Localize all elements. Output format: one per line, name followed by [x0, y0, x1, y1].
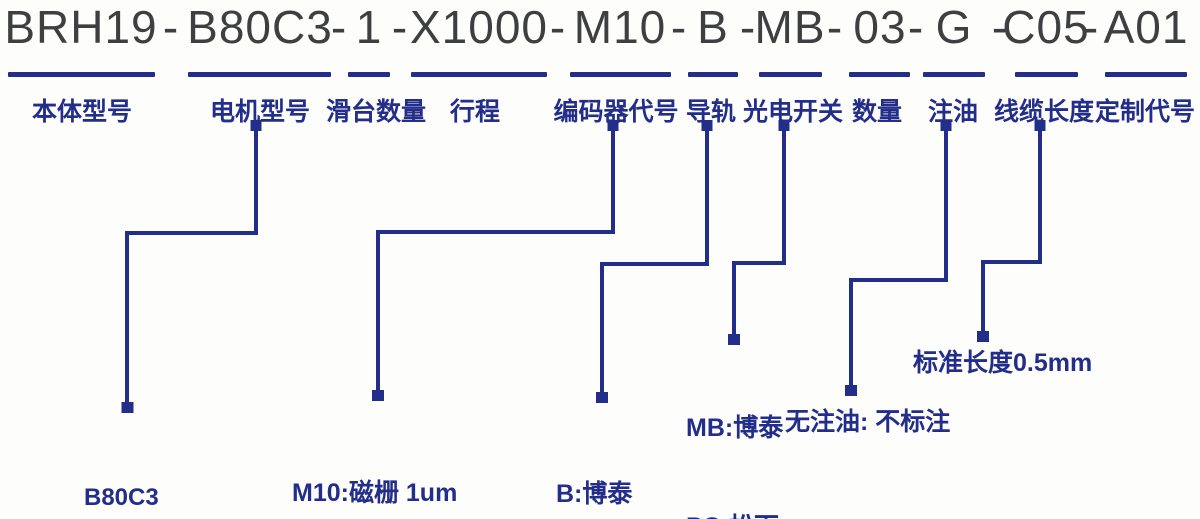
underline-slide-count	[348, 72, 390, 77]
underline-cable	[1015, 72, 1078, 77]
model-part-encoder: M10	[573, 1, 667, 53]
option-item: MB:博泰	[686, 414, 784, 442]
model-part-custom: A01	[1103, 1, 1189, 53]
option-item: PC:松下	[686, 511, 783, 519]
underline-rail	[688, 72, 738, 77]
endpoint-dot	[701, 120, 713, 131]
model-part-rail: B	[697, 1, 729, 53]
underline-motor	[188, 72, 331, 77]
endpoint-dot	[250, 120, 262, 131]
model-separator: -	[907, 1, 925, 53]
endpoint-dot	[778, 120, 790, 131]
label-quantity: 数量	[851, 98, 903, 126]
model-separator: -	[1082, 1, 1100, 53]
underline-stroke	[411, 72, 547, 77]
label-body-model: 本体型号	[31, 98, 133, 126]
oil-note: 无注油: 不标注	[785, 408, 951, 436]
underline-custom	[1105, 72, 1187, 77]
model-separator: -	[330, 1, 348, 53]
underline-oil	[923, 72, 985, 77]
connector-cable	[981, 128, 1042, 333]
label-oil: 注油	[927, 98, 979, 126]
endpoint-dot	[1034, 120, 1046, 131]
endpoint-dot	[372, 390, 384, 401]
model-separator: -	[391, 1, 409, 53]
endpoint-dot	[728, 334, 740, 345]
model-separator: -	[826, 1, 844, 53]
endpoint-dot	[940, 120, 952, 131]
model-separator: -	[162, 1, 180, 53]
model-separator: -	[670, 1, 688, 53]
model-part-quantity: 03	[853, 1, 907, 53]
model-separator: -	[991, 1, 1009, 53]
model-part-photo-switch: MB	[754, 1, 826, 53]
endpoint-dot	[596, 392, 608, 403]
model-part-oil: G	[935, 1, 973, 53]
connector-encoder	[376, 128, 615, 392]
encoder-code-options: M10:磁栅 1um G10:光栅 1um G05:光栅 0.5um	[292, 398, 477, 519]
model-separator: -	[549, 1, 567, 53]
endpoint-dot	[845, 385, 857, 396]
connector-photo-switch	[732, 128, 786, 336]
underline-photo-switch	[759, 72, 822, 77]
label-photo-switch: 光电开关	[742, 98, 844, 126]
model-part-cable: C05	[1002, 1, 1090, 53]
option-item: B:博泰	[556, 480, 633, 508]
underline-body	[8, 72, 155, 77]
endpoint-dot	[977, 331, 989, 342]
option-item: B80C3	[84, 484, 159, 511]
photo-switch-options: MB:博泰 PC:松下	[686, 346, 783, 519]
underline-encoder	[570, 72, 671, 77]
connector-motor-model	[125, 128, 258, 404]
label-stroke: 行程	[449, 98, 501, 126]
connector-oil	[849, 128, 948, 387]
label-slide-count: 滑台数量	[325, 98, 427, 126]
endpoint-dot	[607, 120, 619, 131]
model-part-body: BRH19	[4, 1, 158, 53]
model-separator: -	[739, 1, 757, 53]
model-part-stroke: X1000	[409, 1, 549, 53]
model-part-motor: B80C3	[187, 1, 333, 53]
connector-rail	[600, 128, 709, 394]
underline-quantity	[849, 72, 910, 77]
endpoint-dot	[121, 402, 134, 413]
cable-length-note: 标准长度0.5mm	[913, 349, 1093, 377]
option-item: M10:磁栅 1um	[292, 479, 458, 507]
label-custom-code: 定制代号	[1094, 98, 1196, 126]
rail-options: B:博泰 H:上银 T:THK	[556, 404, 632, 519]
motor-model-options: B80C3 B80C4 B80C6	[84, 420, 159, 519]
model-part-slide-count: 1	[355, 1, 383, 53]
